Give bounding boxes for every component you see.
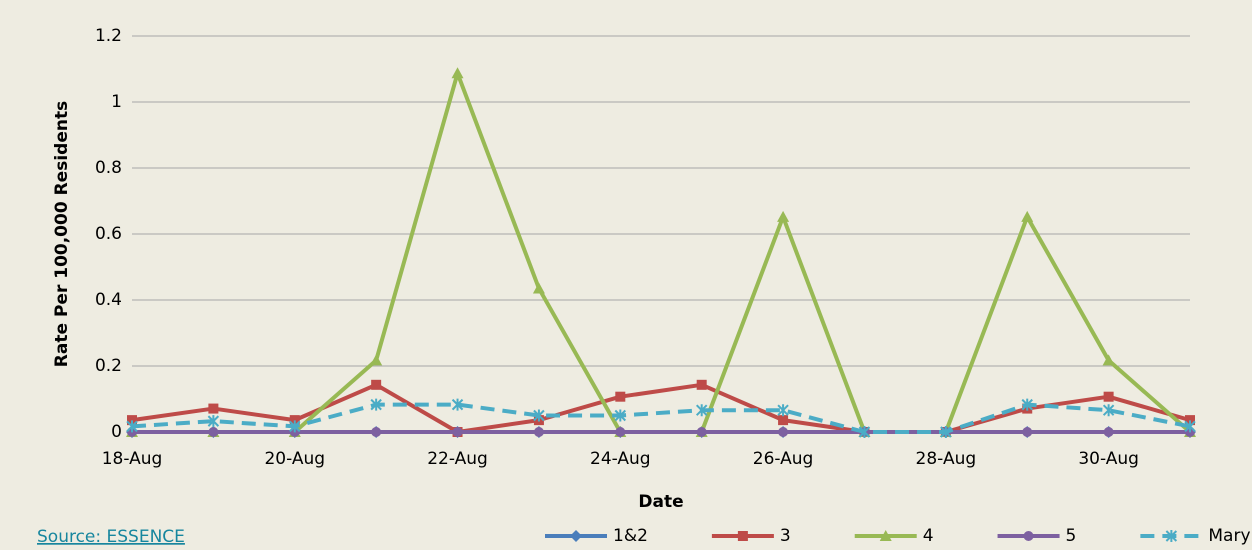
marker (452, 427, 463, 437)
marker (1103, 427, 1114, 437)
marker (371, 427, 382, 437)
marker (451, 398, 464, 411)
y-tick-label: 0.8 (95, 158, 122, 178)
marker (1021, 398, 1033, 411)
marker (614, 409, 627, 422)
legend-item: 3 (711, 526, 791, 546)
marker (371, 379, 382, 390)
marker (532, 282, 545, 294)
marker (451, 67, 464, 79)
marker (570, 530, 582, 542)
legend-label: 3 (780, 526, 791, 546)
legend-label: 5 (1066, 526, 1077, 546)
x-tick-label: 30-Aug (1078, 449, 1139, 469)
y-axis-label: Rate Per 100,000 Residents (52, 101, 72, 367)
marker (1184, 420, 1196, 433)
marker (695, 404, 708, 417)
marker (696, 427, 707, 437)
marker (1185, 415, 1195, 426)
y-tick-label: 0 (111, 422, 122, 442)
marker (777, 404, 789, 417)
marker (737, 531, 748, 541)
legend-label: 4 (923, 526, 934, 546)
x-tick-label: 28-Aug (916, 449, 977, 469)
marker (370, 398, 382, 411)
marker (696, 379, 707, 390)
y-tick-label: 1.2 (95, 26, 122, 46)
marker (1102, 404, 1115, 417)
x-tick-label: 22-Aug (427, 449, 488, 469)
marker (940, 426, 952, 438)
marker (858, 426, 871, 438)
y-tick-label: 0.2 (95, 356, 122, 376)
series-line (131, 382, 1191, 434)
marker (1102, 354, 1115, 366)
marker (1165, 530, 1178, 542)
marker (1022, 427, 1033, 437)
marker (615, 391, 626, 402)
marker (615, 427, 626, 437)
marker (289, 420, 301, 433)
marker (370, 354, 383, 366)
legend-item: Maryland (1140, 526, 1252, 546)
marker (1103, 391, 1114, 402)
marker (207, 415, 220, 428)
y-tick-label: 0.6 (95, 224, 122, 244)
marker (208, 403, 219, 414)
y-tick-label: 0.4 (95, 290, 122, 310)
legend-label: 1&2 (613, 526, 648, 546)
marker (289, 415, 300, 426)
legend-item: 5 (997, 526, 1077, 546)
marker (879, 530, 892, 541)
legend-item: 1&2 (545, 526, 648, 546)
marker (208, 427, 219, 437)
marker (778, 415, 789, 426)
source-text[interactable]: Source: ESSENCE (37, 527, 185, 547)
x-tick-label: 18-Aug (102, 449, 163, 469)
y-tick-label: 1 (111, 92, 122, 112)
marker (533, 427, 544, 437)
marker (127, 415, 137, 426)
series-line (132, 71, 1192, 434)
series-line (131, 402, 1191, 434)
marker (778, 427, 789, 437)
x-tick-label: 24-Aug (590, 449, 651, 469)
x-tick-label: 26-Aug (753, 449, 814, 469)
marker (777, 210, 790, 222)
legend-label: Maryland (1208, 526, 1252, 546)
marker (1021, 210, 1034, 222)
marker (1023, 531, 1034, 541)
legend-item: 4 (854, 526, 934, 546)
x-tick-label: 20-Aug (264, 449, 325, 469)
marker (126, 420, 138, 433)
marker (533, 409, 545, 422)
x-axis-label: Date (638, 492, 683, 512)
source-link[interactable]: Source: ESSENCE (37, 527, 185, 547)
